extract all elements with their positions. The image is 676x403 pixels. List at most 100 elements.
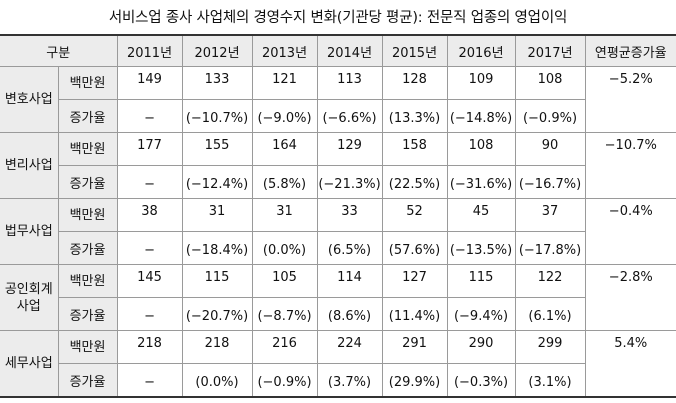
value-cell: 38 [116, 198, 183, 232]
table-row-values: 세무사업 백만원 218 218 216 224 291 290 299 5.4% [0, 330, 676, 397]
table-row-rates: 증가율 − (−20.7%) (−8.7%) (8.6%) (11.4%) (−9.4%)(… [0, 297, 676, 331]
header-year: 2015년 [381, 34, 448, 67]
value-cell: 164 [251, 132, 318, 166]
rate-cell: (−10.7%) [181, 99, 253, 133]
table-row-rates: 증가율 − (0.0%) (−0.9%) (3.7%) (29.9%) (−0.3%) (3.… [0, 363, 676, 397]
rate-cell: (−13.5%) [446, 231, 516, 265]
rate-cell: (−12.4%) [181, 165, 253, 199]
unit-label: 백만원 [57, 132, 118, 166]
rate-cell: (0.0%) [181, 363, 253, 397]
value-cell: 90 [514, 132, 586, 166]
value-cell: 45 [446, 198, 516, 232]
cagr-cell: −0.4% [584, 198, 676, 265]
header-year: 2012년 [181, 34, 253, 67]
rate-cell: (−18.4%) [181, 231, 253, 265]
rate-cell: (6.1%) [514, 297, 586, 331]
unit-label: 백만원 [57, 264, 118, 298]
table-title: 서비스업 종사 사업체의 경영수지 변화(기관당 평균): 전문직 업종의 영업… [108, 10, 568, 26]
rate-cell: (−8.7%) [251, 297, 318, 331]
category-label: 법무사업 [4, 224, 53, 239]
rate-label: 증가율 [58, 363, 118, 397]
rate-cell: − [116, 99, 183, 133]
category-cell: 변리사업 [0, 132, 59, 199]
value-cell: 133 [181, 66, 253, 100]
header-cagr: 연평균증가율 [584, 34, 676, 67]
rate-cell: (11.4%) [381, 297, 448, 331]
header-year: 2011년 [116, 34, 183, 67]
value-cell: 224 [316, 330, 383, 364]
table-row-rates: 증가율 − (−18.4%) (0.0%) (6.5%) (57.6%) (−13.5%)(… [0, 231, 676, 265]
rate-cell: (−9.0%) [251, 99, 318, 133]
rate-cell: − [116, 297, 183, 331]
rate-cell: (−16.7%) [514, 165, 586, 199]
rate-cell: (22.5%) [381, 165, 448, 199]
rate-cell: (−17.8%) [514, 231, 586, 265]
value-cell: 31 [251, 198, 318, 232]
value-cell: 115 [446, 264, 516, 298]
value-cell: 113 [316, 66, 383, 100]
rate-cell: (−6.6%) [316, 99, 383, 133]
value-cell: 108 [446, 132, 516, 166]
rate-label: 증가율 [58, 297, 118, 331]
header-year: 2016년 [446, 34, 516, 67]
value-cell: 218 [181, 330, 253, 364]
operating-profit-table: 구분 2011년 2012년 2013년 2014년 2015년 2016년 2… [0, 34, 676, 398]
rate-cell: − [116, 231, 183, 265]
cagr-cell: −5.2% [584, 66, 676, 133]
rate-cell: (29.9%) [381, 363, 448, 397]
value-cell: 128 [381, 66, 448, 100]
value-cell: 105 [251, 264, 318, 298]
value-cell: 145 [116, 264, 183, 298]
category-label: 변호사업 [4, 92, 53, 107]
value-cell: 33 [316, 198, 383, 232]
category-label: 세무사업 [4, 355, 53, 371]
header-category: 구분 [0, 34, 118, 67]
value-cell: 108 [514, 66, 586, 100]
rate-cell: (−0.3%) [446, 363, 516, 397]
value-cell: 129 [316, 132, 383, 166]
value-cell: 127 [381, 264, 448, 298]
rate-cell: (−0.9%) [251, 363, 318, 397]
value-cell: 177 [116, 132, 183, 166]
table-row-rates: 증가율 − (−12.4%) (5.8%) (−21.3%) (22.5%) (−31.6%… [0, 165, 676, 199]
category-label: 변리사업 [4, 158, 53, 173]
rate-cell: (−9.4%) [446, 297, 516, 331]
rate-cell: (3.1%) [514, 363, 586, 397]
value-cell: 149 [116, 66, 183, 100]
value-cell: 31 [181, 198, 253, 232]
value-cell: 290 [446, 330, 516, 364]
rate-cell: (13.3%) [381, 99, 448, 133]
value-cell: 218 [116, 330, 183, 364]
rate-cell: (−31.6%) [446, 165, 516, 199]
rate-cell: (−14.8%) [446, 99, 516, 133]
category-cell: 세무사업 [0, 330, 59, 397]
header-row: 구분 2011년 2012년 2013년 2014년 2015년 2016년 2… [0, 34, 676, 67]
rate-cell: (8.6%) [316, 297, 383, 331]
rate-cell: (5.8%) [251, 165, 318, 199]
unit-label: 백만원 [57, 330, 118, 364]
value-cell: 37 [514, 198, 586, 232]
table-row-values: 법무사업 백만원 38 31 31 33 52 45 37 −0.4% [0, 198, 676, 265]
rate-cell: (0.0%) [251, 231, 318, 265]
table-row-values: 변호사업 백만원 149 133 121 113 128 109 108 −5.2% [0, 66, 676, 133]
rate-cell: − [116, 165, 183, 199]
value-cell: 109 [446, 66, 516, 100]
value-cell: 121 [251, 66, 318, 100]
value-cell: 158 [381, 132, 448, 166]
value-cell: 216 [251, 330, 318, 364]
rate-cell: (−21.3%) [316, 165, 383, 199]
rate-cell: (3.7%) [316, 363, 383, 397]
value-cell: 291 [381, 330, 448, 364]
value-cell: 114 [316, 264, 383, 298]
rate-cell: − [116, 363, 183, 397]
rate-cell: (−20.7%) [181, 297, 253, 331]
rate-label: 증가율 [58, 165, 118, 199]
category-label: 공인회계 사업 [4, 281, 53, 314]
rate-cell: (6.5%) [316, 231, 383, 265]
rate-label: 증가율 [58, 99, 118, 133]
value-cell: 122 [514, 264, 586, 298]
header-year: 2014년 [316, 34, 383, 67]
cagr-cell: −2.8% [584, 264, 676, 331]
table-row-values: 변리사업 백만원 177 155 164 129 158 108 90 −10.7% [0, 132, 676, 199]
